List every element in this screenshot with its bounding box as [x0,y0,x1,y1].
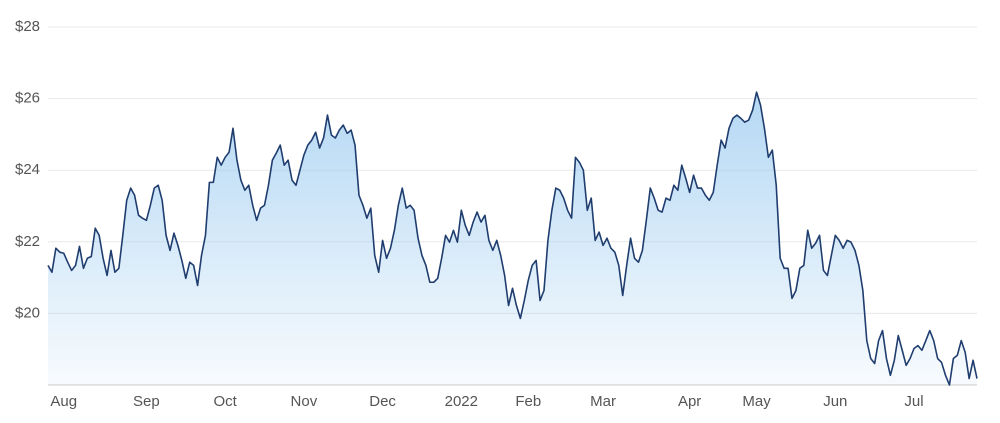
x-tick-label: Sep [133,393,160,410]
x-tick-label: Aug [50,393,77,410]
x-tick-label: Feb [515,393,541,410]
y-tick-label: $28 [15,18,40,35]
x-tick-label: Nov [291,393,318,410]
y-tick-label: $26 [15,90,40,107]
y-tick-label: $20 [15,304,40,321]
x-tick-label: Oct [213,393,237,410]
x-tick-label: Mar [590,393,616,410]
x-tick-label: Apr [678,393,701,410]
x-tick-label: 2022 [445,393,478,410]
y-tick-label: $22 [15,233,40,250]
price-line [47,91,978,386]
x-tick-label: Dec [369,393,396,410]
x-tick-label: Jul [904,393,923,410]
x-tick-label: Jun [823,393,847,410]
x-tick-label: May [742,393,771,410]
area-fill [48,92,977,385]
y-tick-label: $24 [15,161,40,178]
